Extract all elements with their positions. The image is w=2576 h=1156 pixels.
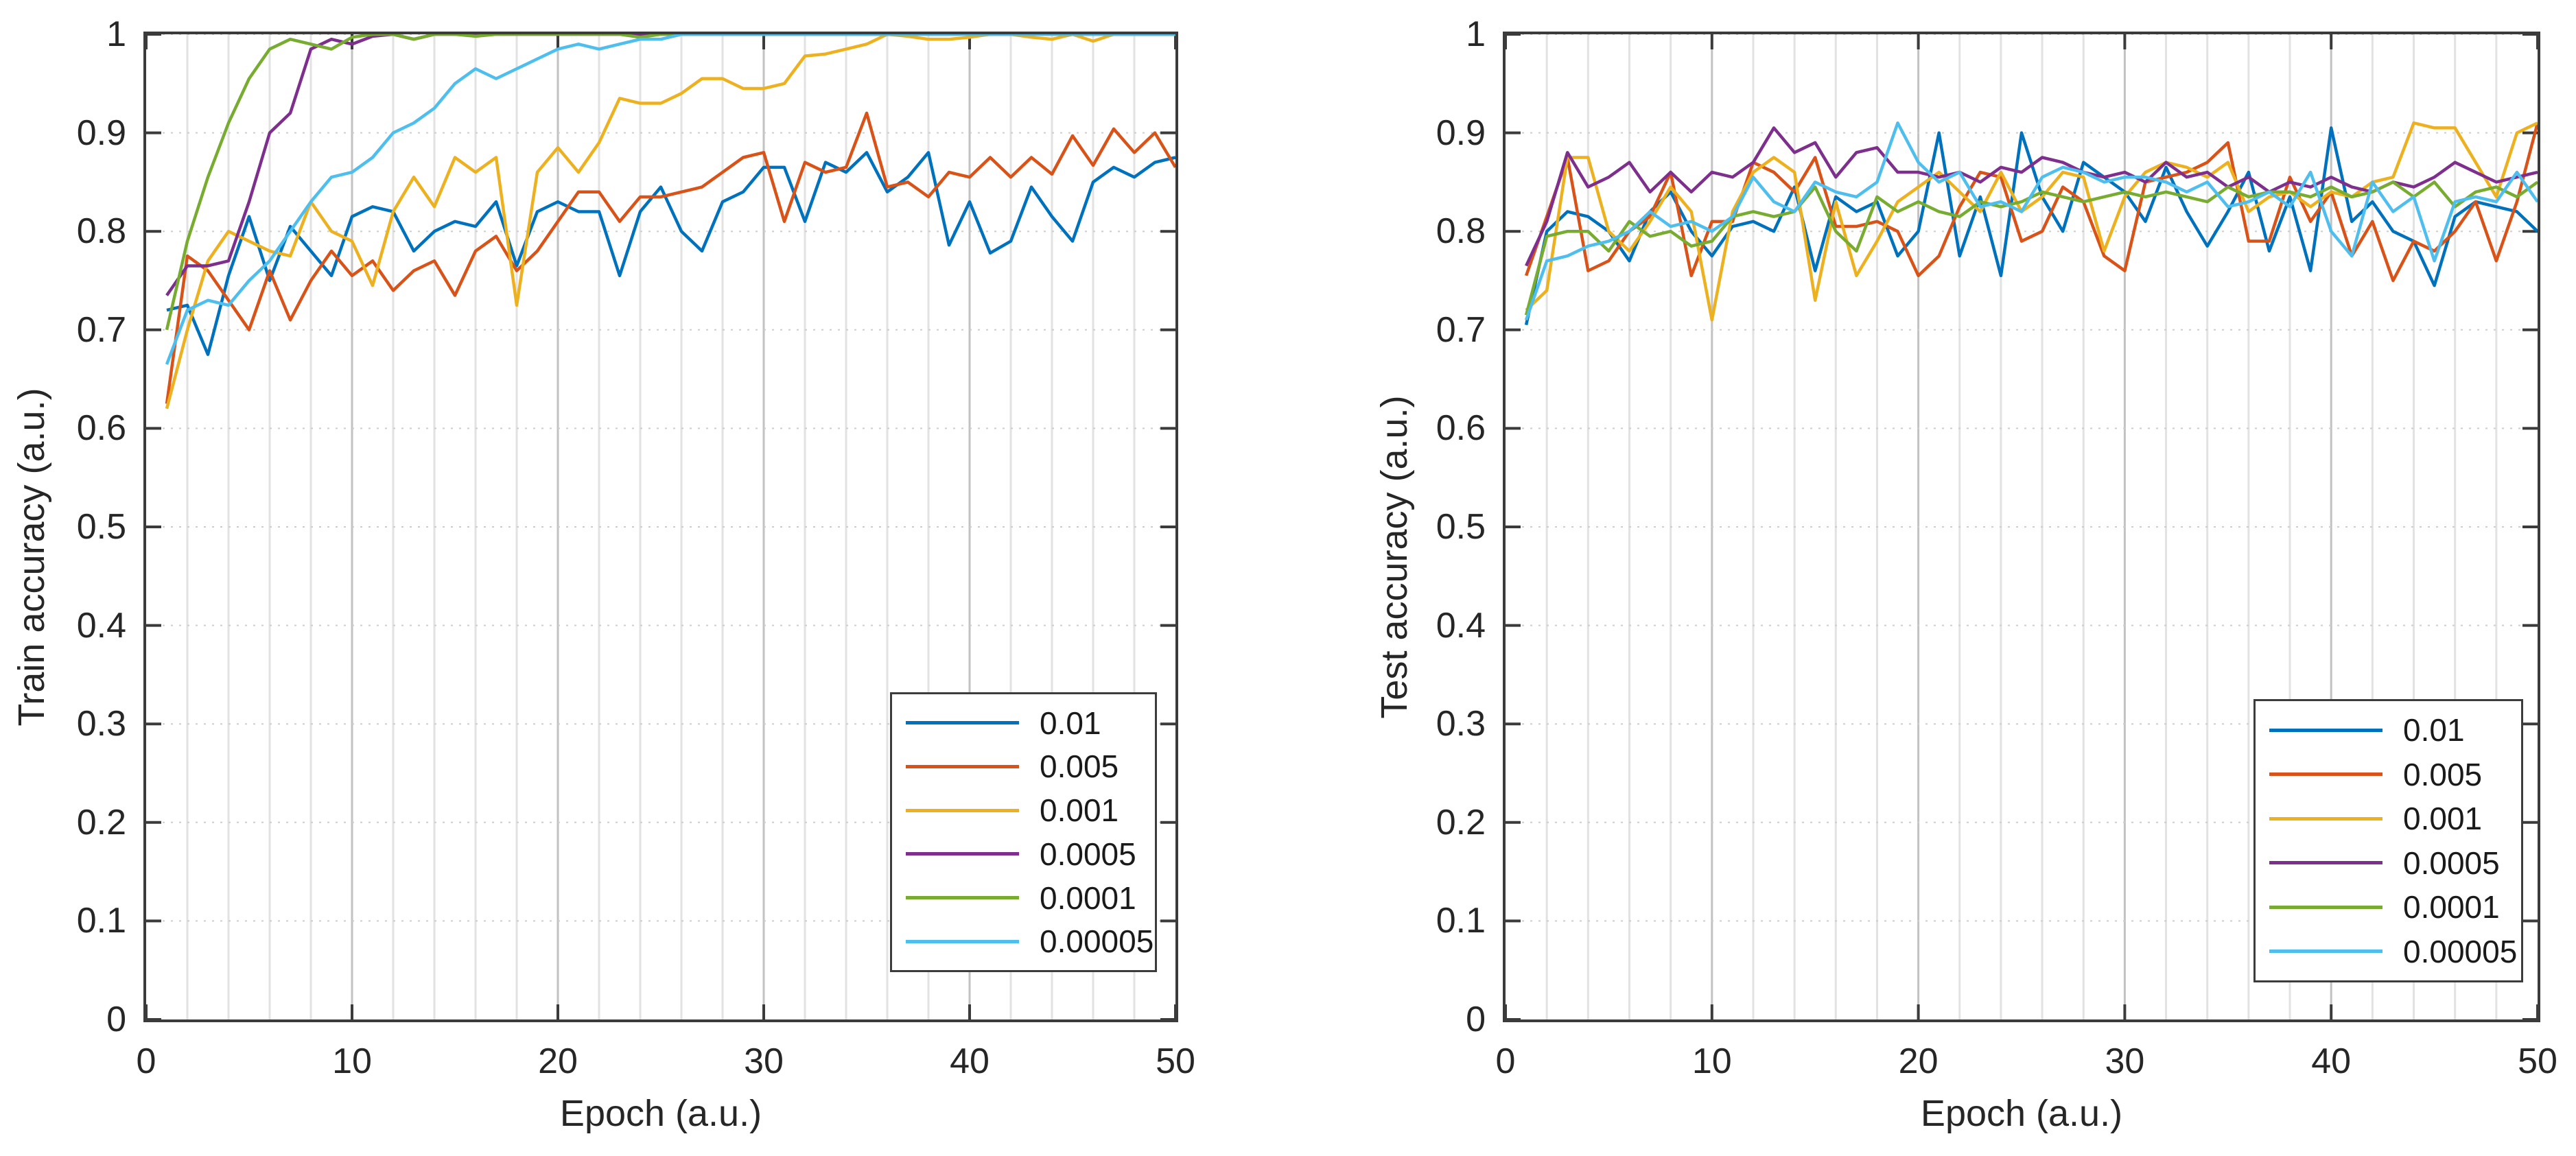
y-tick-label: 0.5 (76, 507, 126, 547)
y-tick-label: 0.2 (76, 802, 126, 842)
test-legend: 0.01 0.005 0.001 0.0005 0.0001 0.00005 (2253, 699, 2523, 982)
legend-line-sample (906, 764, 1019, 768)
legend-label: 0.001 (2403, 801, 2483, 837)
x-tick-label: 10 (332, 1041, 372, 1081)
y-tick-label: 0.6 (1436, 408, 1486, 449)
legend-row: 0.005 (892, 746, 1155, 787)
legend-label: 0.0001 (2403, 889, 2500, 925)
test-x-axis-label: Epoch (a.u.) (1920, 1093, 2123, 1134)
x-tick-label: 50 (2518, 1041, 2557, 1081)
legend-line-sample (2269, 816, 2382, 821)
train-x-axis-label: Epoch (a.u.) (559, 1093, 762, 1134)
y-tick-label: 1 (1466, 14, 1486, 54)
series-line-0.005 (1524, 122, 2538, 283)
legend-row: 0.0005 (892, 834, 1155, 875)
train-axes-box: 0.01 0.005 0.001 0.0005 0.0001 0.00005 (143, 32, 1178, 1022)
legend-label: 0.00005 (2403, 933, 2518, 969)
legend-row: 0.01 (892, 703, 1155, 744)
series-line-0.001 (165, 34, 1175, 410)
series-line-0.01 (1524, 126, 2538, 326)
series-line-0.001 (1525, 121, 2538, 322)
y-tick-label: 0.8 (1436, 211, 1486, 252)
y-tick-label: 0.4 (1436, 605, 1486, 646)
legend-line-sample (906, 896, 1019, 900)
series-line-0.0001 (165, 34, 1175, 331)
y-tick-label: 0.9 (1436, 113, 1486, 153)
y-tick-label: 0.1 (1436, 901, 1486, 941)
x-tick-label: 40 (2311, 1041, 2352, 1081)
legend-label: 0.00005 (1040, 923, 1154, 960)
train-plot-canvas (146, 34, 1175, 1019)
legend-row: 0.00005 (892, 921, 1155, 962)
x-tick-label: 30 (2105, 1041, 2145, 1081)
y-tick-label: 1 (106, 14, 126, 54)
legend-label: 0.01 (1040, 705, 1101, 741)
series-line-0.005 (165, 111, 1175, 404)
test-axes-box: 0.01 0.005 0.001 0.0005 0.0001 0.00005 (1503, 32, 2540, 1022)
legend-line-sample (2269, 772, 2382, 777)
x-tick-label: 10 (1691, 1041, 1732, 1081)
x-tick-label: 20 (1898, 1041, 1939, 1081)
series-line-0.0005 (165, 34, 1175, 296)
series-line-0.01 (166, 151, 1175, 356)
legend-line-sample (2269, 905, 2382, 909)
train-legend: 0.01 0.005 0.001 0.0005 0.0001 0.00005 (890, 692, 1157, 972)
legend-label: 0.0001 (1040, 880, 1136, 916)
y-tick-label: 0.5 (1436, 507, 1486, 547)
y-tick-label: 0.3 (1436, 704, 1486, 744)
legend-label: 0.005 (2403, 756, 2483, 792)
legend-row: 0.001 (892, 790, 1155, 831)
y-tick-label: 0.7 (1436, 309, 1486, 350)
x-tick-label: 20 (538, 1041, 578, 1081)
y-tick-label: 0 (106, 1000, 126, 1039)
legend-label: 0.01 (2403, 712, 2465, 748)
y-tick-label: 0.8 (76, 211, 126, 252)
legend-row: 0.001 (2256, 798, 2521, 839)
legend-line-sample (906, 852, 1019, 856)
legend-row: 0.0005 (2256, 842, 2521, 884)
y-tick-label: 0.3 (76, 704, 126, 744)
y-tick-label: 0.4 (76, 605, 126, 646)
legend-row: 0.00005 (2256, 931, 2521, 972)
legend-label: 0.005 (1040, 748, 1119, 785)
x-tick-label: 40 (950, 1041, 990, 1081)
x-tick-label: 0 (1495, 1041, 1516, 1081)
y-tick-label: 0 (1466, 1000, 1486, 1039)
legend-line-sample (2269, 949, 2382, 954)
series-line-0.00005 (1524, 121, 2538, 321)
legend-line-sample (906, 721, 1019, 725)
legend-line-sample (906, 808, 1019, 812)
legend-line-sample (906, 939, 1019, 943)
legend-row: 0.0001 (2256, 886, 2521, 928)
legend-line-sample (2269, 728, 2382, 732)
y-tick-label: 0.1 (76, 901, 126, 941)
x-tick-label: 0 (136, 1041, 156, 1081)
legend-row: 0.01 (2256, 709, 2521, 751)
y-tick-label: 0.2 (1436, 802, 1486, 842)
legend-label: 0.0005 (1040, 836, 1136, 872)
series-line-0.00005 (165, 34, 1175, 365)
legend-row: 0.005 (2256, 754, 2521, 795)
legend-row: 0.0001 (892, 877, 1155, 919)
y-tick-label: 0.9 (76, 113, 126, 153)
x-tick-label: 30 (744, 1041, 784, 1081)
y-tick-label: 0.6 (76, 408, 126, 449)
legend-line-sample (2269, 861, 2382, 865)
x-tick-label: 50 (1156, 1041, 1195, 1081)
legend-label: 0.001 (1040, 792, 1119, 829)
legend-label: 0.0005 (2403, 845, 2500, 881)
y-tick-label: 0.7 (76, 309, 126, 350)
